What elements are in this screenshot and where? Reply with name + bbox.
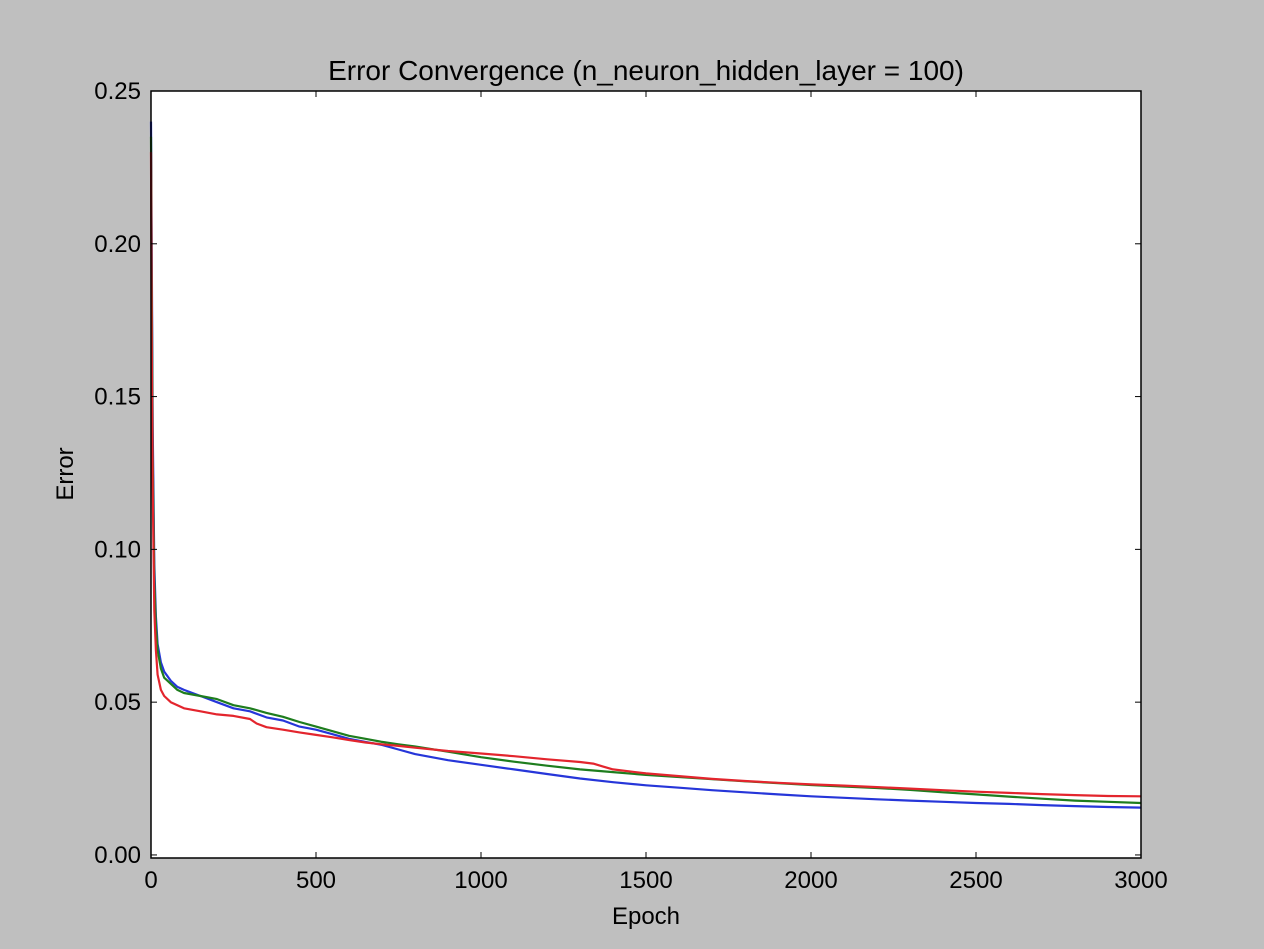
x-tick-label: 2500 (949, 867, 1002, 894)
x-axis-label: Epoch (612, 903, 680, 930)
y-tick-label: 0.05 (94, 689, 141, 716)
x-tick-label: 500 (296, 867, 336, 894)
x-tick-label: 2000 (784, 867, 837, 894)
chart-title: Error Convergence (n_neuron_hidden_layer… (328, 55, 964, 86)
x-tick-label: 1500 (619, 867, 672, 894)
y-axis-label: Error (52, 447, 79, 500)
y-tick-label: 0.00 (94, 842, 141, 869)
y-tick-label: 0.25 (94, 78, 141, 105)
series-layer (149, 121, 1142, 809)
series-line-2 (149, 152, 1142, 798)
x-axis-ticks: 0 500 1000 1500 2000 2500 3000 (144, 91, 1168, 894)
y-axis-ticks: 0.00 0.05 0.10 0.15 0.20 0.25 (94, 78, 1141, 869)
y-tick-label: 0.20 (94, 231, 141, 258)
series-line-0 (149, 121, 1142, 809)
plot-area (151, 91, 1141, 858)
y-tick-label: 0.15 (94, 384, 141, 411)
y-tick-label: 0.10 (94, 536, 141, 563)
x-tick-label: 0 (144, 867, 157, 894)
plot-frame (150, 90, 1142, 859)
x-tick-label: 3000 (1114, 867, 1167, 894)
x-tick-label: 1000 (454, 867, 507, 894)
